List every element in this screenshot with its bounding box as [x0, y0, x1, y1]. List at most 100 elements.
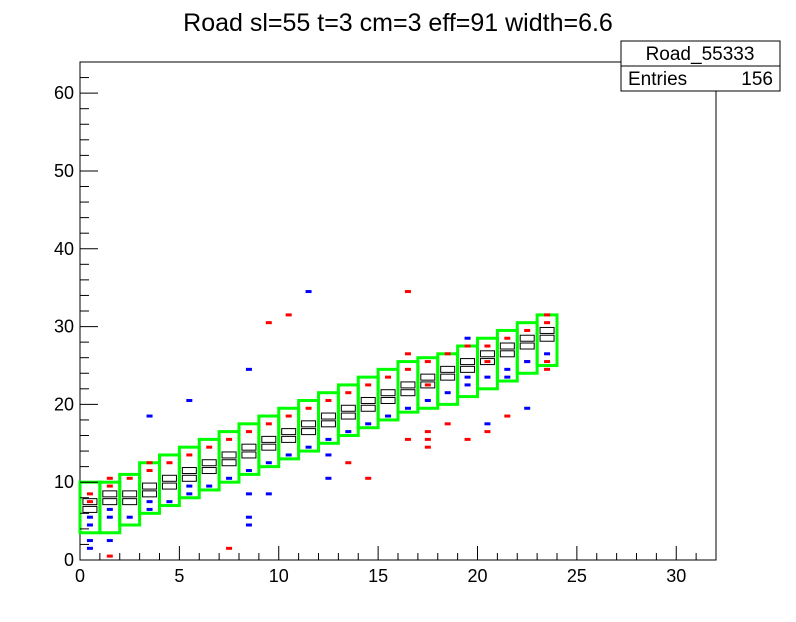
red-hit-cell	[206, 445, 213, 449]
overlap-hit-cell	[201, 459, 217, 467]
red-hit-cell	[186, 453, 193, 457]
blue-hit-cell	[146, 500, 153, 504]
overlap-hit-cell	[460, 365, 476, 373]
blue-hit-cell	[245, 492, 252, 496]
blue-hit-cell	[444, 391, 451, 395]
blue-hit-cell	[464, 375, 471, 379]
overlap-hit-cell	[161, 474, 177, 482]
blue-hit-cell	[126, 515, 133, 519]
x-tick-label: 15	[368, 566, 388, 586]
red-hit-cell	[424, 437, 431, 441]
red-hit-cell	[524, 328, 531, 332]
overlap-hit-cell	[519, 334, 535, 342]
red-hit-cell	[365, 383, 372, 387]
red-hit-cell	[285, 414, 292, 418]
overlap-hit-cell	[161, 482, 177, 490]
overlap-hit-cell	[320, 412, 336, 420]
overlap-hit-cell	[261, 443, 277, 451]
blue-hit-cell	[106, 515, 113, 519]
overlap-hit-cell	[122, 490, 138, 498]
overlap-hit-cell	[440, 373, 456, 381]
blue-hit-cell	[186, 492, 193, 496]
blue-hit-cell	[524, 406, 531, 410]
red-hit-cell	[504, 414, 511, 418]
red-hit-cell	[404, 367, 411, 371]
red-hit-cell	[265, 422, 272, 426]
blue-hit-cell	[504, 367, 511, 371]
red-hit-cell	[404, 290, 411, 294]
blue-hit-cell	[106, 539, 113, 543]
road-box	[98, 480, 122, 535]
overlap-hit-cell	[420, 373, 436, 381]
red-hit-cell	[464, 344, 471, 348]
red-hit-cell	[544, 360, 551, 364]
blue-hit-cell	[226, 476, 233, 480]
overlap-hit-cell	[281, 428, 297, 436]
overlap-hit-cell	[301, 428, 317, 436]
blue-hit-cell	[245, 515, 252, 519]
red-hit-cell	[325, 398, 332, 402]
red-hit-cell	[345, 391, 352, 395]
blue-hit-cell	[305, 445, 312, 449]
y-tick-label: 40	[54, 239, 74, 259]
x-tick-label: 20	[467, 566, 487, 586]
blue-hit-cell	[186, 484, 193, 488]
red-hit-cell	[146, 469, 153, 473]
x-tick-label: 10	[269, 566, 289, 586]
red-hit-cell	[544, 321, 551, 325]
red-hit-cell	[345, 461, 352, 465]
overlap-hit-cell	[221, 451, 237, 459]
overlap-hit-cell	[181, 467, 197, 475]
blue-hit-cell	[106, 507, 113, 511]
red-hit-cell	[544, 313, 551, 317]
overlap-hit-cell	[499, 342, 515, 350]
overlap-hit-cell	[460, 358, 476, 366]
blue-hit-cell	[265, 492, 272, 496]
hit-cells	[82, 290, 555, 558]
overlap-hit-cell	[340, 404, 356, 412]
blue-hit-cell	[146, 507, 153, 511]
overlap-hit-cell	[380, 389, 396, 397]
red-hit-cell	[86, 492, 93, 496]
overlap-hit-cell	[241, 451, 257, 459]
blue-hit-cell	[285, 453, 292, 457]
red-hit-cell	[166, 461, 173, 465]
red-hit-cell	[444, 422, 451, 426]
blue-hit-cell	[504, 375, 511, 379]
overlap-hit-cell	[539, 334, 555, 342]
overlap-hit-cell	[380, 396, 396, 404]
axis-ticks	[79, 61, 717, 561]
blue-hit-cell	[305, 290, 312, 294]
red-hit-cell	[385, 375, 392, 379]
red-hit-cell	[285, 313, 292, 317]
red-hit-cell	[544, 367, 551, 371]
overlap-hit-cell	[340, 412, 356, 420]
blue-hit-cell	[245, 367, 252, 371]
red-hit-cell	[126, 476, 133, 480]
y-tick-label: 30	[54, 317, 74, 337]
red-hit-cell	[365, 476, 372, 480]
stats-box: Road_55333 Entries 156	[620, 40, 781, 92]
red-hit-cell	[106, 476, 113, 480]
red-hit-cell	[106, 554, 113, 558]
blue-hit-cell	[524, 360, 531, 364]
blue-hit-cell	[245, 523, 252, 527]
red-hit-cell	[404, 437, 411, 441]
overlap-hit-cell	[360, 396, 376, 404]
blue-hit-cell	[86, 539, 93, 543]
red-hit-cell	[245, 430, 252, 434]
overlap-hit-cell	[122, 498, 138, 506]
blue-hit-cell	[345, 430, 352, 434]
red-hit-cell	[404, 352, 411, 356]
overlap-hit-cell	[499, 350, 515, 358]
x-tick-label: 5	[174, 566, 184, 586]
red-hit-cell	[484, 360, 491, 364]
red-hit-cell	[305, 406, 312, 410]
overlap-hit-cell	[142, 490, 158, 498]
blue-hit-cell	[245, 469, 252, 473]
red-hit-cell	[146, 461, 153, 465]
red-hit-cell	[484, 430, 491, 434]
blue-hit-cell	[86, 523, 93, 527]
overlap-hit-cell	[102, 498, 118, 506]
blue-hit-cell	[464, 336, 471, 340]
